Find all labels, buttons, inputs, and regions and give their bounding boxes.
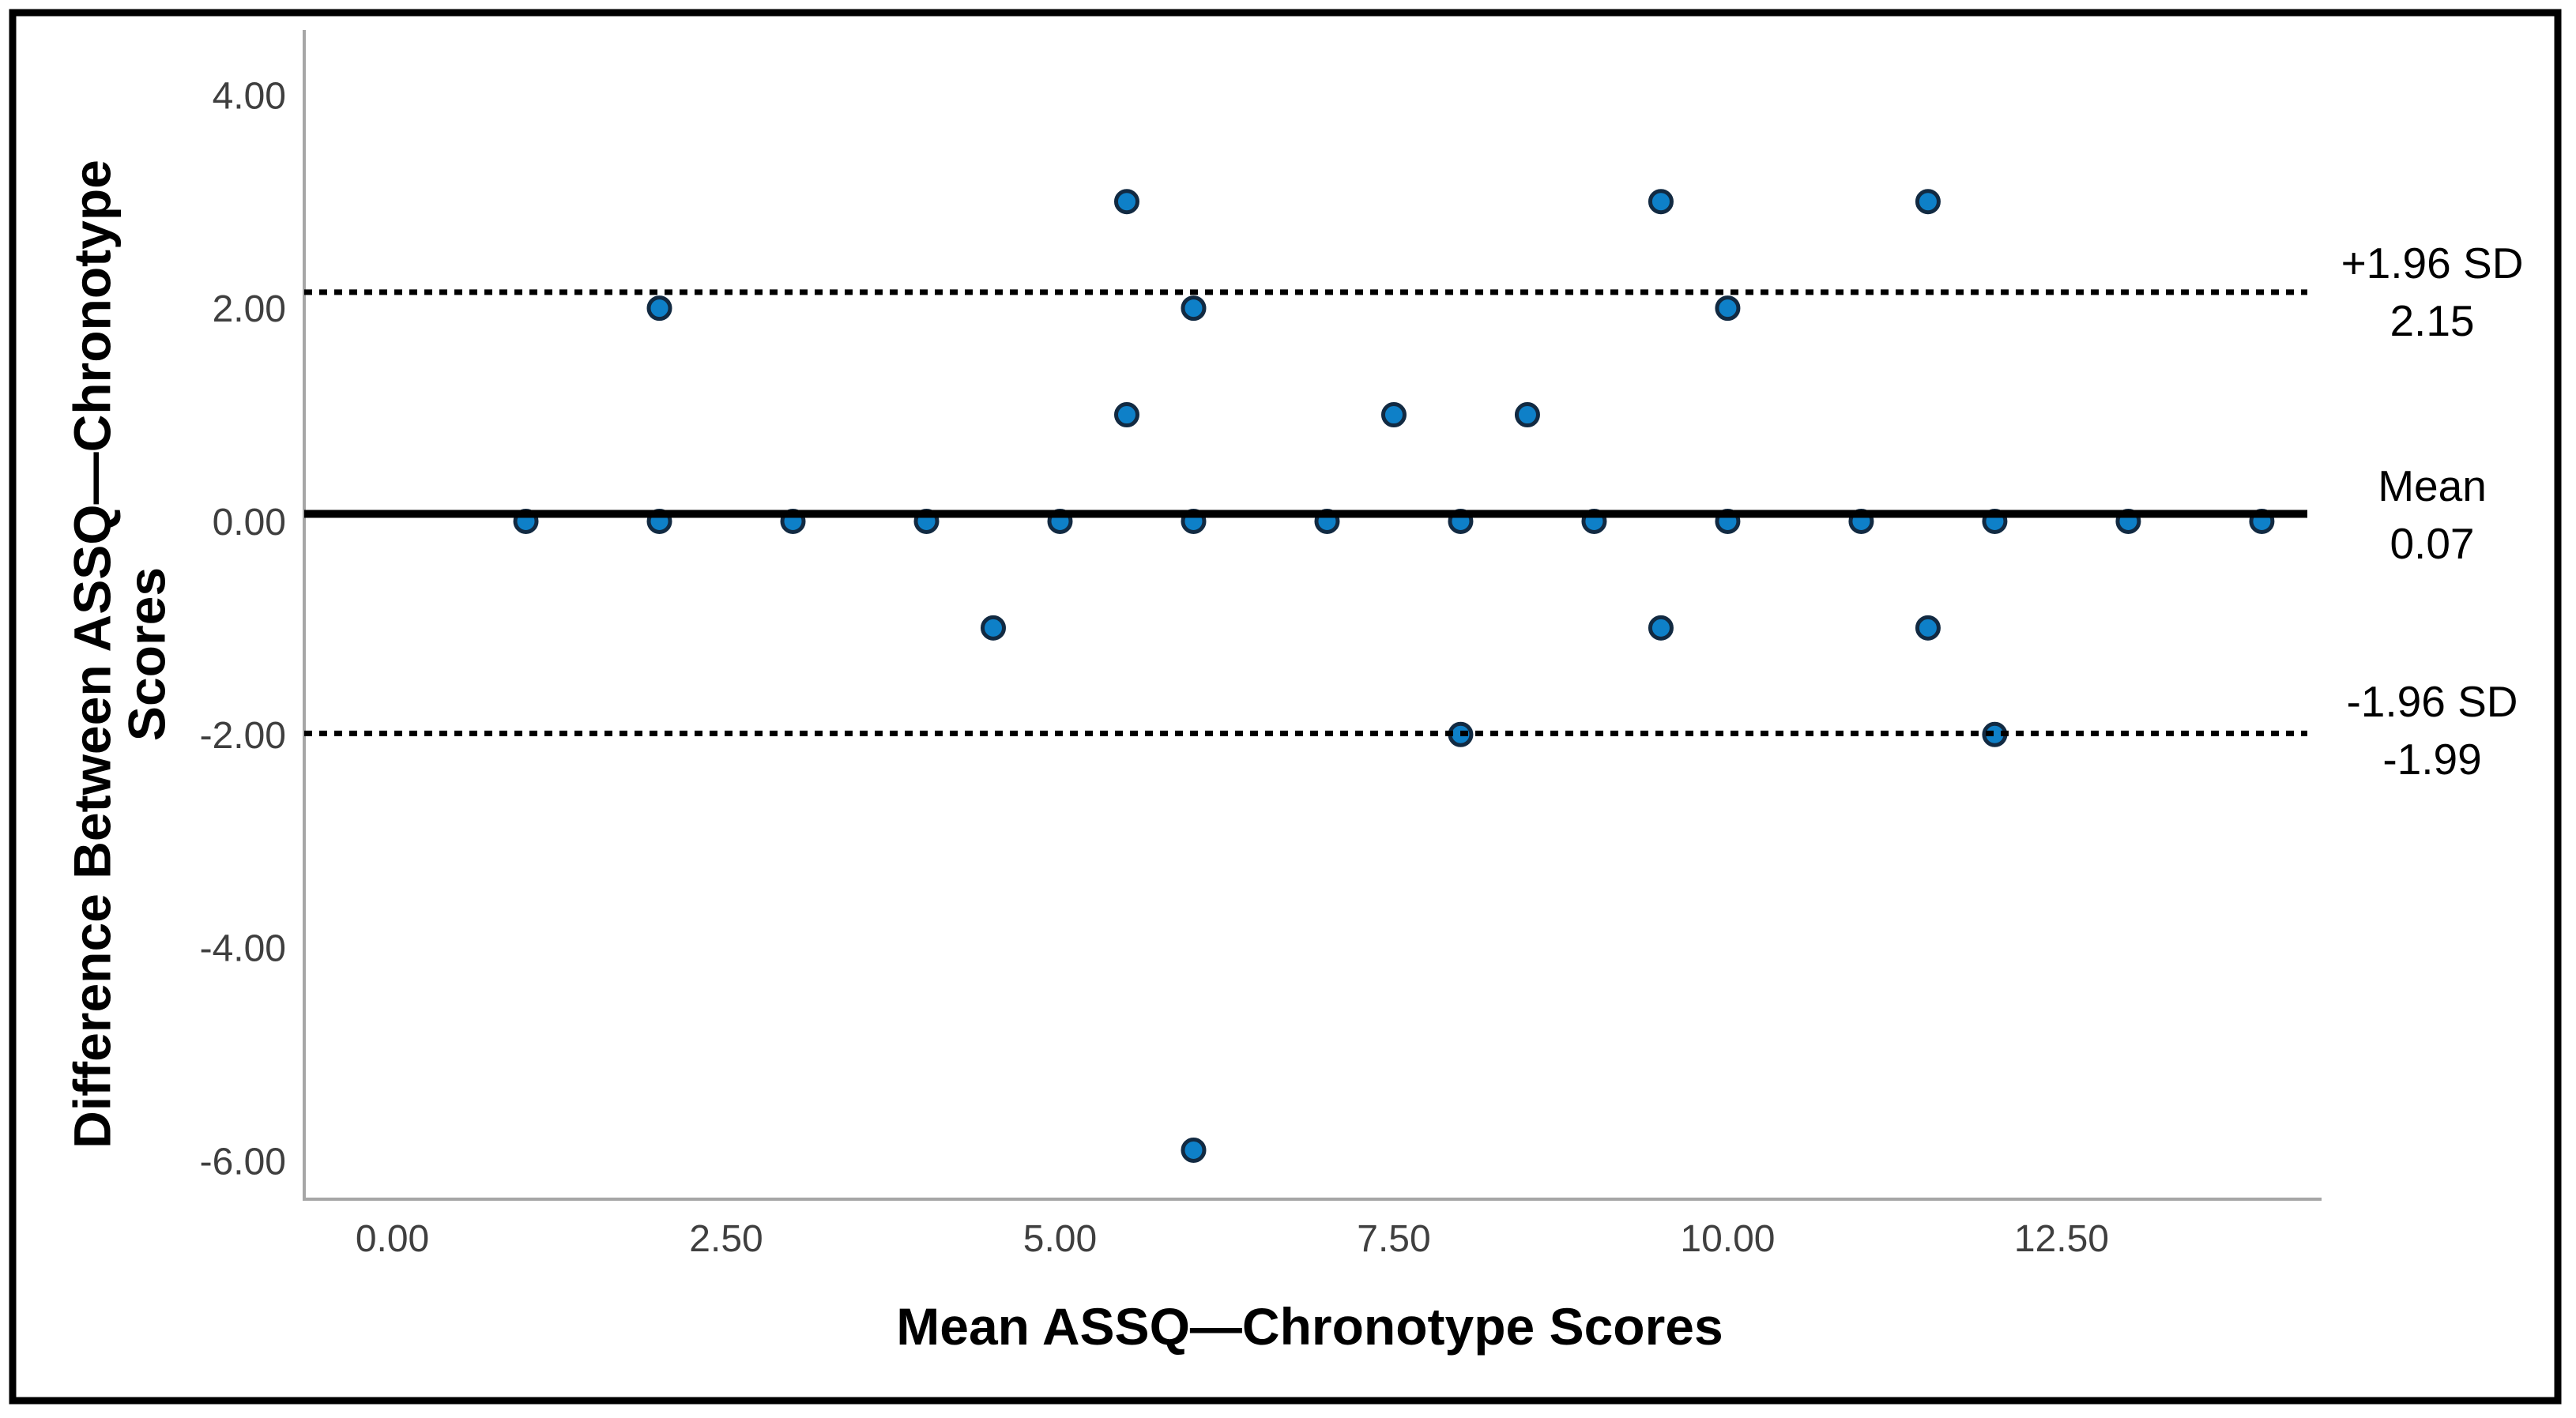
x-tick-label: 10.00: [1680, 1218, 1775, 1260]
data-point: [1181, 295, 1207, 322]
y-tick-label: 0.00: [213, 502, 286, 544]
y-tick-label: -2.00: [200, 715, 286, 757]
x-tick-label: 2.50: [689, 1218, 763, 1260]
y-tick-label: 2.00: [213, 288, 286, 330]
data-point: [646, 295, 672, 322]
data-point: [1113, 189, 1139, 215]
figure-border: [9, 9, 2562, 1405]
x-tick-label: 5.00: [1023, 1218, 1097, 1260]
data-point: [980, 615, 1006, 641]
data-point: [1648, 615, 1674, 641]
y-axis-title: Difference Between ASSQ—Chronotype Score…: [62, 160, 176, 1149]
mean-label: Mean: [2378, 461, 2487, 510]
data-point: [1915, 615, 1941, 641]
data-point: [1915, 189, 1941, 215]
data-point: [1715, 295, 1741, 322]
lower-loa-label: -1.96 SD: [2346, 676, 2518, 726]
y-tick-label: -4.00: [200, 928, 286, 970]
y-tick-label: -6.00: [200, 1141, 286, 1183]
data-point: [1648, 189, 1674, 215]
data-point: [1380, 402, 1407, 428]
mean-annotation: Mean 0.07: [2314, 457, 2551, 573]
x-axis-title: Mean ASSQ—Chronotype Scores: [896, 1297, 1723, 1356]
y-tick-label: 4.00: [213, 75, 286, 117]
x-tick-label: 12.50: [2014, 1218, 2109, 1260]
y-axis-title-line-1: Difference Between ASSQ—Chronotype: [62, 160, 122, 1149]
data-point: [1514, 402, 1540, 428]
mean-value: 0.07: [2390, 519, 2475, 568]
x-tick-label: 0.00: [356, 1218, 429, 1260]
upper-loa-label: +1.96 SD: [2341, 238, 2524, 288]
upper-loa-annotation: +1.96 SD 2.15: [2314, 235, 2551, 350]
data-point: [1113, 402, 1139, 428]
x-tick-label: 7.50: [1357, 1218, 1430, 1260]
upper-loa-value: 2.15: [2390, 296, 2475, 345]
data-point: [1181, 1137, 1207, 1163]
lower-loa-value: -1.99: [2382, 735, 2482, 784]
y-axis-title-line-2: Scores: [118, 566, 176, 742]
lower-loa-annotation: -1.96 SD -1.99: [2314, 673, 2551, 788]
